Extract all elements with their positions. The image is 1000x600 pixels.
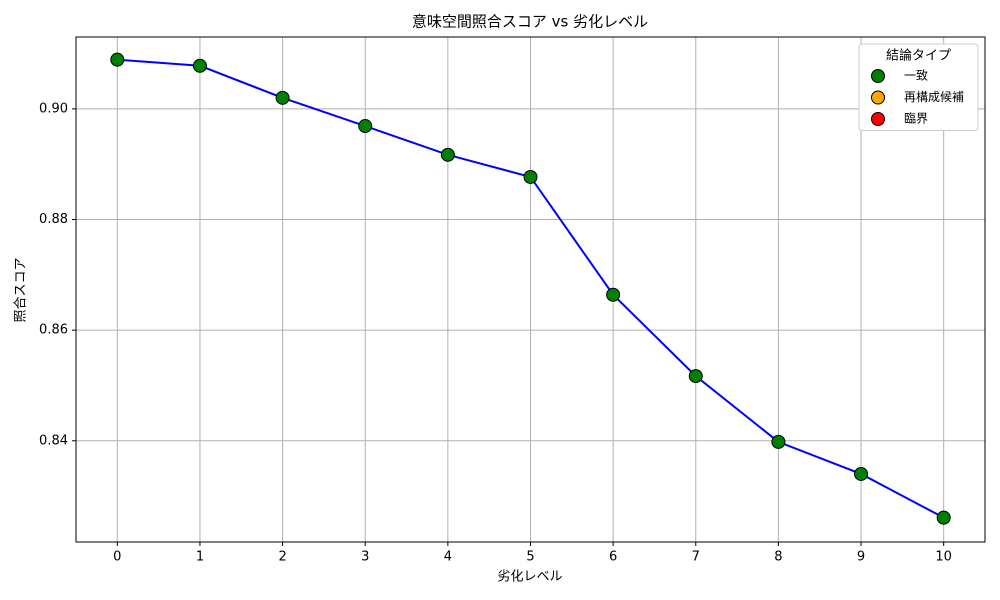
x-tick-label: 10 [935, 550, 952, 565]
data-point [771, 434, 786, 449]
x-tick-label: 8 [774, 550, 782, 565]
legend-box [858, 43, 979, 131]
y-tick-label: 0.88 [39, 212, 68, 227]
x-tick-label: 9 [857, 550, 865, 565]
y-axis-label: 照合スコア [14, 257, 29, 322]
y-tick-label: 0.90 [39, 101, 68, 116]
legend-label: 臨界 [904, 112, 928, 126]
x-tick-label: 5 [526, 550, 534, 565]
chart-title: 意味空間照合スコア vs 劣化レベル [412, 13, 648, 31]
data-point [110, 52, 125, 67]
data-point [358, 119, 373, 134]
data-point [192, 58, 207, 73]
data-point [440, 147, 455, 162]
data-point [936, 510, 951, 525]
x-tick-label: 0 [113, 550, 121, 565]
data-point [688, 369, 703, 384]
plot-frame [75, 36, 986, 543]
legend-marker [871, 69, 885, 83]
x-tick-label: 2 [278, 550, 286, 565]
legend-title: 結論タイプ [886, 48, 951, 64]
data-point [854, 466, 869, 481]
data-point [275, 90, 290, 105]
data-point [606, 287, 621, 302]
x-tick-label: 1 [196, 550, 204, 565]
y-tick-label: 0.84 [39, 433, 68, 448]
y-tick-label: 0.86 [39, 323, 68, 338]
x-axis-label: 劣化レベル [497, 570, 562, 585]
data-point [523, 169, 538, 184]
legend-marker [871, 90, 885, 105]
legend-label: 再構成候補 [904, 90, 964, 104]
x-tick-label: 7 [692, 550, 700, 565]
x-tick-label: 6 [609, 550, 617, 565]
x-tick-label: 4 [444, 550, 452, 565]
legend-label: 一致 [904, 69, 928, 83]
x-tick-label: 3 [361, 550, 369, 565]
legend-marker [871, 112, 885, 126]
